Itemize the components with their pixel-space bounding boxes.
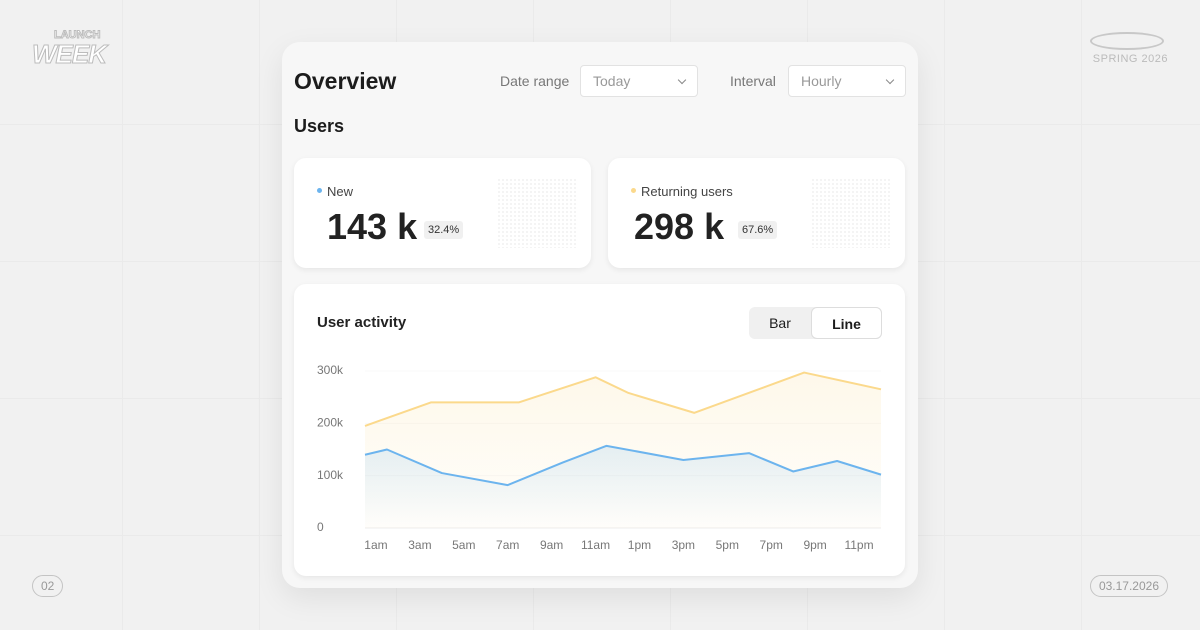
logo-top: LAUNCH — [54, 29, 101, 41]
logo-bottom: WEEK — [32, 39, 108, 69]
episode: 02 — [32, 575, 64, 597]
stat-label: Returning users — [641, 184, 733, 199]
toggle-bar[interactable]: Bar — [769, 315, 791, 331]
title: Overview — [294, 68, 397, 94]
x-tick-label: 3pm — [672, 538, 695, 552]
date-range-label: Date range — [500, 73, 570, 89]
dot — [631, 188, 636, 193]
date-range-select[interactable]: Today — [580, 65, 698, 97]
x-tick-label: 1pm — [628, 538, 651, 552]
season: SPRING 2026 — [1092, 53, 1168, 65]
stat-share: 67.6% — [738, 221, 778, 239]
stat-value: 143 k — [327, 206, 418, 247]
stat-share: 32.4% — [424, 221, 464, 239]
y-tick-label: 300k — [317, 363, 344, 377]
season-icon — [1090, 32, 1164, 50]
x-tick-label: 5am — [452, 538, 475, 552]
x-tick-label: 3am — [408, 538, 431, 552]
line — [364, 371, 882, 427]
stat-label: New — [327, 184, 354, 199]
texture — [811, 178, 891, 248]
chart-toggle: Bar Line — [749, 307, 882, 339]
y-tick-label: 0 — [317, 520, 324, 534]
activity-card: User activity 0 100k 200k 300k 1am 3am 5am 7am 9… — [294, 284, 905, 576]
x-tick-label: 11am — [581, 538, 610, 552]
stat-card: Returning users 298 k 67.6% — [608, 158, 905, 268]
interval-label: Interval — [730, 73, 776, 89]
area — [365, 445, 881, 528]
stat-value: 298 k — [634, 206, 725, 247]
logo: LAUNCH WEEK — [32, 29, 108, 69]
x-tick-label: 11pm — [844, 538, 873, 552]
section-title: Users — [294, 116, 345, 136]
stat-card: New 143 k 32.4% — [294, 158, 591, 268]
x-tick-label: 7am — [496, 538, 519, 552]
chart-title: User activity — [317, 314, 407, 331]
x-tick-label: 9am — [540, 538, 563, 552]
chart: User activity 0 100k 200k 300k 1am 3am 5am 7am 9… — [317, 314, 882, 552]
x-tick-label: 5pm — [716, 538, 739, 552]
interval-select[interactable]: Hourly — [788, 65, 906, 97]
texture — [497, 178, 577, 248]
line — [364, 444, 882, 487]
toggle-line[interactable]: Line — [811, 307, 882, 339]
y-tick-label: 100k — [317, 468, 344, 482]
x-tick-label: 7pm — [760, 538, 783, 552]
x-tick-label: 1am — [364, 538, 387, 552]
date: 03.17.2026 — [1089, 575, 1168, 597]
y-tick-label: 200k — [317, 416, 344, 430]
x-tick-label: 9pm — [803, 538, 826, 552]
dot — [317, 188, 322, 193]
